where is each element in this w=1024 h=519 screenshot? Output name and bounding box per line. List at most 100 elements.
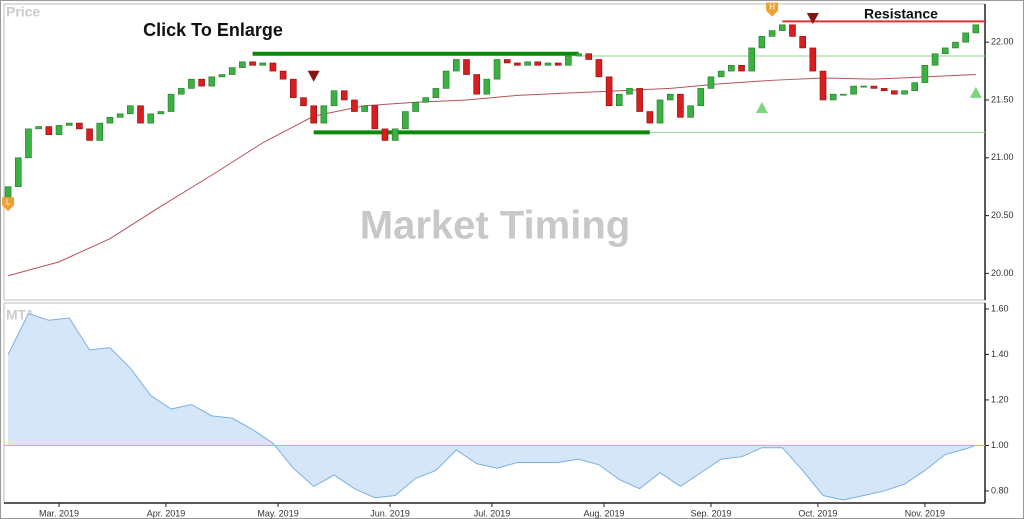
candle-body	[972, 24, 980, 34]
candle-body	[483, 78, 491, 95]
candle-body	[687, 105, 694, 118]
candle-body	[595, 59, 603, 78]
candle-body	[473, 74, 480, 95]
y-tick-label: 1.40	[991, 349, 1009, 359]
candle-body	[544, 62, 552, 66]
signal-marker	[969, 86, 982, 98]
candle-body	[218, 74, 226, 78]
candle-body	[137, 105, 144, 124]
badge	[766, 2, 779, 17]
candle-body	[412, 101, 419, 112]
signal-marker	[307, 70, 320, 82]
candle-body	[768, 30, 776, 37]
candle-body	[228, 67, 236, 75]
candle-body	[25, 128, 32, 159]
candle-body	[188, 78, 195, 89]
candle-body	[463, 59, 470, 75]
candle-body	[361, 105, 368, 112]
candle-body	[860, 85, 868, 88]
candle-body	[636, 88, 643, 112]
candle-body	[402, 111, 409, 130]
candle-body	[819, 70, 827, 101]
x-tick-label: May. 2019	[257, 508, 298, 518]
candle-body	[300, 97, 307, 107]
candle-body	[442, 70, 450, 89]
candle-body	[127, 105, 134, 115]
candle-body	[850, 85, 857, 95]
candle-body	[106, 117, 114, 124]
candle-body	[86, 128, 93, 141]
candle-body	[452, 59, 460, 72]
candle-body	[952, 41, 959, 49]
candle-body	[615, 93, 623, 107]
candle-body	[177, 88, 185, 95]
x-tick-label: Nov. 2019	[905, 508, 945, 518]
x-tick-label: Apr. 2019	[147, 508, 186, 518]
candle-body	[778, 24, 786, 31]
candle-body	[524, 61, 531, 66]
candle-body	[799, 36, 806, 49]
candle-body	[565, 55, 572, 66]
x-tick-label: Sep. 2019	[690, 508, 731, 518]
candle-body	[198, 78, 205, 87]
badge-label: L	[6, 197, 11, 206]
candle-body	[646, 111, 654, 124]
enlarge-link[interactable]: Click To Enlarge	[143, 20, 283, 40]
candle-body	[870, 85, 878, 89]
candle-body	[626, 88, 633, 95]
candle-body	[493, 59, 501, 80]
candle-body	[259, 62, 267, 66]
candle-body	[891, 90, 898, 95]
candle-body	[575, 53, 582, 57]
y-tick-label: 21.00	[991, 152, 1014, 162]
y-tick-label: 20.00	[991, 268, 1014, 278]
candle-body	[829, 93, 837, 101]
resistance-label: Resistance	[864, 6, 938, 22]
candle-body	[65, 122, 73, 126]
candle-body	[758, 36, 766, 49]
candle-body	[116, 113, 124, 118]
signal-marker	[806, 12, 819, 24]
candle-body	[279, 70, 287, 80]
candle-body	[208, 76, 216, 87]
y-tick-label: 1.00	[991, 440, 1009, 450]
area-fill	[8, 313, 976, 501]
y-tick-label: 22.00	[991, 37, 1014, 47]
candle-body	[35, 126, 42, 130]
candle-body	[738, 64, 745, 72]
candle-body	[157, 111, 165, 115]
candle-body	[269, 62, 277, 72]
candle-body	[76, 122, 83, 130]
candle-body	[340, 90, 348, 101]
candle-body	[503, 59, 511, 64]
candle-body	[381, 128, 389, 141]
candle-body	[96, 122, 104, 141]
candle-body	[656, 99, 664, 124]
candle-body	[748, 47, 756, 72]
x-tick-label: Mar. 2019	[39, 508, 79, 518]
candle-body	[789, 24, 796, 37]
candle-body	[167, 93, 175, 112]
candle-body	[880, 88, 888, 92]
y-tick-label: 20.50	[991, 210, 1014, 220]
candle-body	[310, 105, 317, 124]
candle-body	[697, 88, 705, 107]
y-tick-label: 1.60	[991, 303, 1009, 313]
moving-average	[7, 74, 976, 277]
candle-body	[290, 78, 297, 98]
candle-body	[422, 97, 430, 103]
x-tick-label: Jul. 2019	[474, 508, 511, 518]
candle-body	[391, 128, 399, 141]
candle-body	[514, 62, 521, 66]
panel-title: Price	[6, 4, 40, 20]
candle-body	[901, 90, 908, 95]
candle-body	[666, 93, 674, 101]
candle-body	[534, 61, 542, 66]
candle-body	[605, 76, 613, 107]
candle-body	[840, 93, 847, 96]
candle-body	[941, 47, 949, 55]
candle-body	[371, 105, 379, 130]
y-tick-label: 21.50	[991, 94, 1014, 104]
candle-body	[432, 88, 440, 98]
